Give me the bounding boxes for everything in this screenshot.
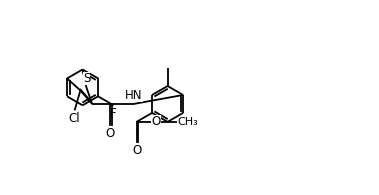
Text: O: O <box>105 127 115 140</box>
Text: HN: HN <box>125 89 143 102</box>
Text: F: F <box>110 107 117 120</box>
Text: O: O <box>132 144 141 157</box>
Text: S: S <box>83 72 90 85</box>
Text: O: O <box>152 115 161 128</box>
Text: Cl: Cl <box>69 113 80 125</box>
Text: CH₃: CH₃ <box>177 117 198 127</box>
